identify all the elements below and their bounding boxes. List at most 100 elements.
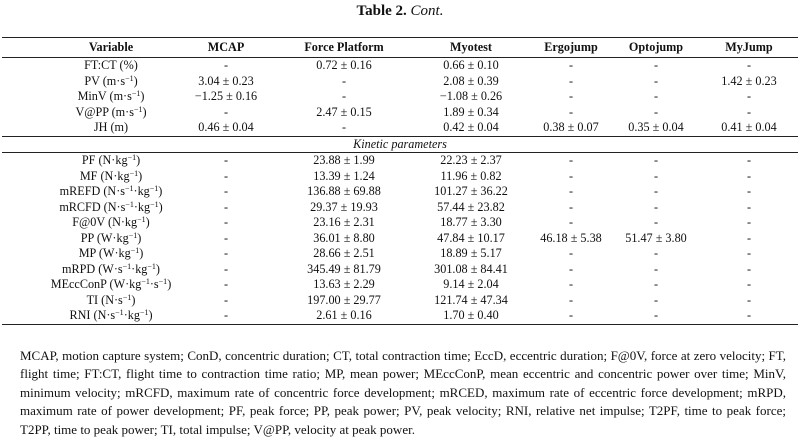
value-cell: 47.84 ± 10.17 bbox=[437, 230, 505, 245]
value-cell: 2.61 ± 0.16 bbox=[316, 308, 372, 322]
value-cell: 1.89 ± 0.34 bbox=[443, 104, 499, 119]
value-cell: 9.14 ± 2.04 bbox=[443, 277, 499, 291]
value-cell: 101.27 ± 36.22 bbox=[434, 184, 508, 198]
value-cell: 22.23 ± 2.37 bbox=[440, 153, 502, 167]
col-header-optojump: Optojump bbox=[628, 40, 684, 54]
value-cell: - bbox=[223, 104, 229, 119]
col-header-variable: Variable bbox=[88, 40, 134, 54]
value-cell: - bbox=[568, 104, 574, 119]
value-cell: 23.88 ± 1.99 bbox=[313, 153, 375, 167]
value-cell: - bbox=[746, 168, 752, 183]
variable-cell: FT:CT (%) bbox=[84, 58, 138, 72]
value-cell: 46.18 ± 5.38 bbox=[540, 230, 602, 245]
table-row: PF (N·kg−1) - 23.88 ± 1.99 22.23 ± 2.37 - - - bbox=[2, 153, 798, 169]
variable-cell: RNI (N·s−1·kg−1) bbox=[69, 308, 153, 322]
kinematic-section: FT:CT (%) -0.72 ± 0.16 0.66 ± 0.10- - - PV (m… bbox=[2, 58, 798, 137]
table-row: mRCFD (N·s−1·kg−1) - 29.37 ± 19.93 57.44 ± … bbox=[2, 200, 798, 216]
value-cell: - bbox=[223, 292, 229, 307]
value-cell: −1.25 ± 0.16 bbox=[194, 89, 258, 103]
section-subheader: Kinetic parameters bbox=[2, 135, 798, 153]
subheader-label: Kinetic parameters bbox=[2, 135, 798, 153]
value-cell: - bbox=[568, 308, 574, 322]
value-cell: - bbox=[568, 277, 574, 291]
table-footnote: MCAP, motion capture system; ConD, conce… bbox=[20, 348, 786, 437]
variable-cell: mRPD (W·s−1·kg−1) bbox=[62, 261, 160, 276]
value-cell: - bbox=[746, 58, 752, 72]
variable-cell: TI (N·s−1) bbox=[86, 292, 136, 307]
value-cell: - bbox=[746, 199, 752, 214]
value-cell: - bbox=[223, 58, 229, 72]
value-cell: - bbox=[653, 292, 659, 307]
value-cell: - bbox=[341, 120, 347, 134]
value-cell: - bbox=[568, 261, 574, 276]
table-row: FT:CT (%) - 0.72 ± 0.16 0.66 ± 0.10 - - - bbox=[2, 58, 798, 74]
value-cell: 1.70 ± 0.40 bbox=[443, 308, 499, 322]
col-header-force-platform: Force Platform bbox=[304, 40, 384, 54]
value-cell: - bbox=[568, 58, 574, 72]
value-cell: - bbox=[746, 104, 752, 119]
value-cell: - bbox=[653, 261, 659, 276]
value-cell: - bbox=[653, 184, 659, 198]
table-row: mREFD (N·s−1·kg−1) - 136.88 ± 69.88 101.27 … bbox=[2, 184, 798, 200]
value-cell: 0.42 ± 0.04 bbox=[443, 120, 499, 134]
value-cell: - bbox=[653, 104, 659, 119]
kinetic-section: PF (N·kg−1) -23.88 ± 1.99 22.23 ± 2.37- - - M… bbox=[2, 153, 798, 324]
value-cell: - bbox=[746, 246, 752, 260]
variable-cell: PP (W·kg−1) bbox=[80, 230, 142, 245]
table-row: MP (W·kg−1) - 28.66 ± 2.51 18.89 ± 5.17 - - - bbox=[2, 246, 798, 262]
table-row: RNI (N·s−1·kg−1) - 2.61 ± 0.16 1.70 ± 0.40 -… bbox=[2, 308, 798, 324]
value-cell: 197.00 ± 29.77 bbox=[307, 292, 381, 307]
table-continuation: Cont. bbox=[410, 3, 444, 19]
value-cell: 136.88 ± 69.88 bbox=[307, 184, 381, 198]
value-cell: 345.49 ± 81.79 bbox=[307, 261, 381, 276]
value-cell: - bbox=[653, 308, 659, 322]
value-cell: - bbox=[746, 89, 752, 103]
value-cell: - bbox=[653, 89, 659, 103]
table-label: Table 2. bbox=[356, 3, 407, 19]
variable-cell: V@PP (m·s−1) bbox=[75, 104, 147, 119]
value-cell: 0.38 ± 0.07 bbox=[543, 120, 599, 134]
value-cell: - bbox=[653, 246, 659, 260]
value-cell: - bbox=[746, 215, 752, 229]
value-cell: - bbox=[653, 58, 659, 72]
value-cell: 13.63 ± 2.29 bbox=[313, 277, 375, 291]
value-cell: - bbox=[568, 215, 574, 229]
value-cell: 1.42 ± 0.23 bbox=[721, 73, 777, 88]
table-row: PP (W·kg−1) - 36.01 ± 8.80 47.84 ± 10.17 46.… bbox=[2, 231, 798, 247]
variable-cell: MEccConP (W·kg−1·s−1) bbox=[50, 277, 172, 291]
value-cell: 0.46 ± 0.04 bbox=[198, 120, 254, 134]
variable-cell: JH (m) bbox=[93, 120, 129, 134]
value-cell: - bbox=[653, 153, 659, 167]
variable-cell: mREFD (N·s−1·kg−1) bbox=[59, 184, 163, 198]
value-cell: - bbox=[223, 246, 229, 260]
value-cell: 301.08 ± 84.41 bbox=[434, 261, 508, 276]
value-cell: - bbox=[223, 184, 229, 198]
value-cell: 13.39 ± 1.24 bbox=[313, 168, 375, 183]
value-cell: 121.74 ± 47.34 bbox=[434, 292, 508, 307]
variable-cell: PF (N·kg−1) bbox=[81, 153, 141, 167]
header-row: Variable MCAP Force Platform Myotest Erg… bbox=[2, 37, 798, 58]
col-header-myotest: Myotest bbox=[450, 40, 492, 54]
value-cell: - bbox=[341, 73, 347, 88]
col-header-ergojump: Ergojump bbox=[544, 40, 598, 54]
results-table: Variable MCAP Force Platform Myotest Erg… bbox=[2, 37, 798, 325]
table-caption: Table 2. Cont. bbox=[0, 2, 800, 20]
value-cell: −1.08 ± 0.26 bbox=[439, 89, 503, 103]
value-cell: 51.47 ± 3.80 bbox=[625, 230, 687, 245]
value-cell: 18.77 ± 3.30 bbox=[440, 215, 502, 229]
value-cell: 0.35 ± 0.04 bbox=[628, 120, 684, 134]
value-cell: - bbox=[746, 184, 752, 198]
value-cell: - bbox=[568, 184, 574, 198]
table-row: MEccConP (W·kg−1·s−1) - 13.63 ± 2.29 9.14 ±… bbox=[2, 277, 798, 293]
table-row: MinV (m·s−1) −1.25 ± 0.16 - −1.08 ± 0.26 - - - bbox=[2, 89, 798, 105]
table-row: TI (N·s−1) - 197.00 ± 29.77 121.74 ± 47.34 -… bbox=[2, 293, 798, 309]
table-row: mRPD (W·s−1·kg−1) - 345.49 ± 81.79 301.08 ±… bbox=[2, 262, 798, 278]
table-row: MF (N·kg−1) - 13.39 ± 1.24 11.96 ± 0.82 - - - bbox=[2, 169, 798, 185]
col-header-myjump: MyJump bbox=[725, 40, 773, 54]
variable-cell: MP (W·kg−1) bbox=[78, 246, 144, 260]
variable-cell: PV (m·s−1) bbox=[84, 73, 138, 88]
value-cell: - bbox=[746, 292, 752, 307]
value-cell: - bbox=[223, 277, 229, 291]
value-cell: - bbox=[746, 277, 752, 291]
value-cell: - bbox=[223, 199, 229, 214]
